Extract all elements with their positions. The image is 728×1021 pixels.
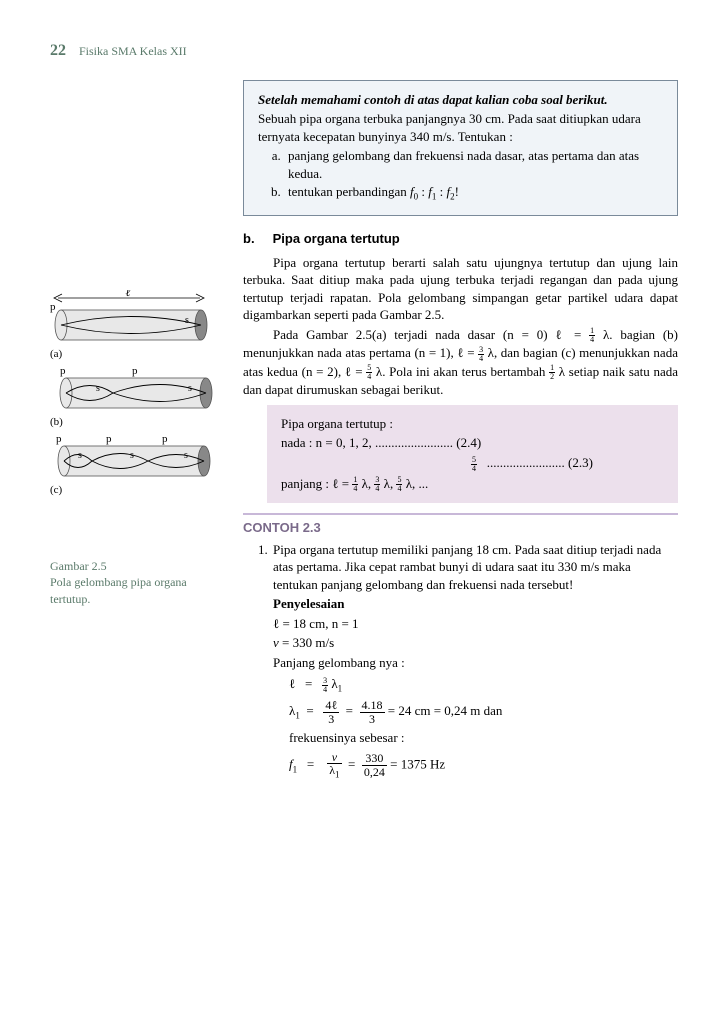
svg-text:s: s (130, 450, 134, 461)
eq-3: f1 = vλ1 = 3300,24 = 1375 Hz (289, 751, 678, 780)
figure-caption-title: Gambar 2.5 (50, 559, 107, 573)
svg-text:p: p (106, 433, 112, 445)
pipe-diagrams: ℓ p s (a) p p (50, 290, 225, 550)
formula-line-2: nada : n = 0, 1, 2, ....................… (281, 434, 664, 452)
example-heading: CONTOH 2.3 (243, 513, 678, 537)
eq-1: ℓ = 34 λ1 (289, 675, 678, 695)
para-2: Pada Gambar 2.5(a) terjadi nada dasar (n… (243, 326, 678, 399)
example-body: Pipa organa tertutup memiliki panjang 18… (243, 541, 678, 781)
eq-2: λ1 = 4ℓ3 = 4.183 = 24 cm = 0,24 m dan (289, 699, 678, 725)
fig-ell-label: ℓ (126, 290, 131, 299)
problem-body: Sebuah pipa organa terbuka panjangnya 30… (258, 110, 663, 145)
given-2: v = 330 m/s (273, 634, 678, 652)
svg-text:p: p (60, 365, 66, 377)
formula-box: Pipa organa tertutup : nada : n = 0, 1, … (267, 405, 678, 503)
figure-caption-body: Pola gelombang pipa organa tertutup. (50, 574, 225, 606)
page-number: 22 (50, 42, 66, 59)
formula-line-3: 54 ........................ (2.3) (281, 454, 664, 473)
svg-text:s: s (78, 450, 82, 461)
svg-text:s: s (185, 315, 189, 326)
fig-p-a: p (50, 301, 56, 313)
solution-heading: Penyelesaian (273, 596, 345, 611)
section-label: b. (243, 230, 269, 248)
svg-text:s: s (184, 450, 188, 461)
svg-text:s: s (188, 383, 192, 394)
problem-intro: Setelah memahami contoh di atas dapat ka… (258, 91, 663, 109)
step-1: Panjang gelombang nya : (273, 654, 678, 672)
fig-label-b: (b) (50, 416, 63, 428)
section-title: Pipa organa tertutup (273, 231, 400, 246)
formula-line-4: panjang : ℓ = 14 λ, 34 λ, 54 λ, ... (281, 475, 664, 494)
running-header: 22 Fisika SMA Kelas XII (50, 40, 678, 62)
problem-item-a: panjang gelombang dan frekuensi nada das… (284, 147, 663, 182)
fig-label-c: (c) (50, 484, 63, 496)
svg-text:p: p (56, 433, 62, 445)
figure-caption: Gambar 2.5 Pola gelombang pipa organa te… (50, 558, 225, 607)
formula-line-1: Pipa organa tertutup : (281, 415, 664, 433)
svg-text:s: s (96, 383, 100, 394)
section-heading: b. Pipa organa tertutup (243, 230, 678, 248)
problem-item-b: tentukan perbandingan f0 : f1 : f2! (284, 183, 663, 203)
figure-2-5: ℓ p s (a) p p (50, 290, 225, 607)
svg-text:p: p (162, 433, 168, 445)
example-question: Pipa organa tertutup memiliki panjang 18… (273, 541, 678, 594)
given-1: ℓ = 18 cm, n = 1 (273, 615, 678, 633)
running-title: Fisika SMA Kelas XII (79, 44, 187, 58)
fig-label-a: (a) (50, 348, 63, 360)
para-1: Pipa organa tertutup berarti salah satu … (243, 254, 678, 324)
svg-text:p: p (132, 365, 138, 377)
practice-problem-box: Setelah memahami contoh di atas dapat ka… (243, 80, 678, 216)
step-2: frekuensinya sebesar : (289, 729, 678, 747)
